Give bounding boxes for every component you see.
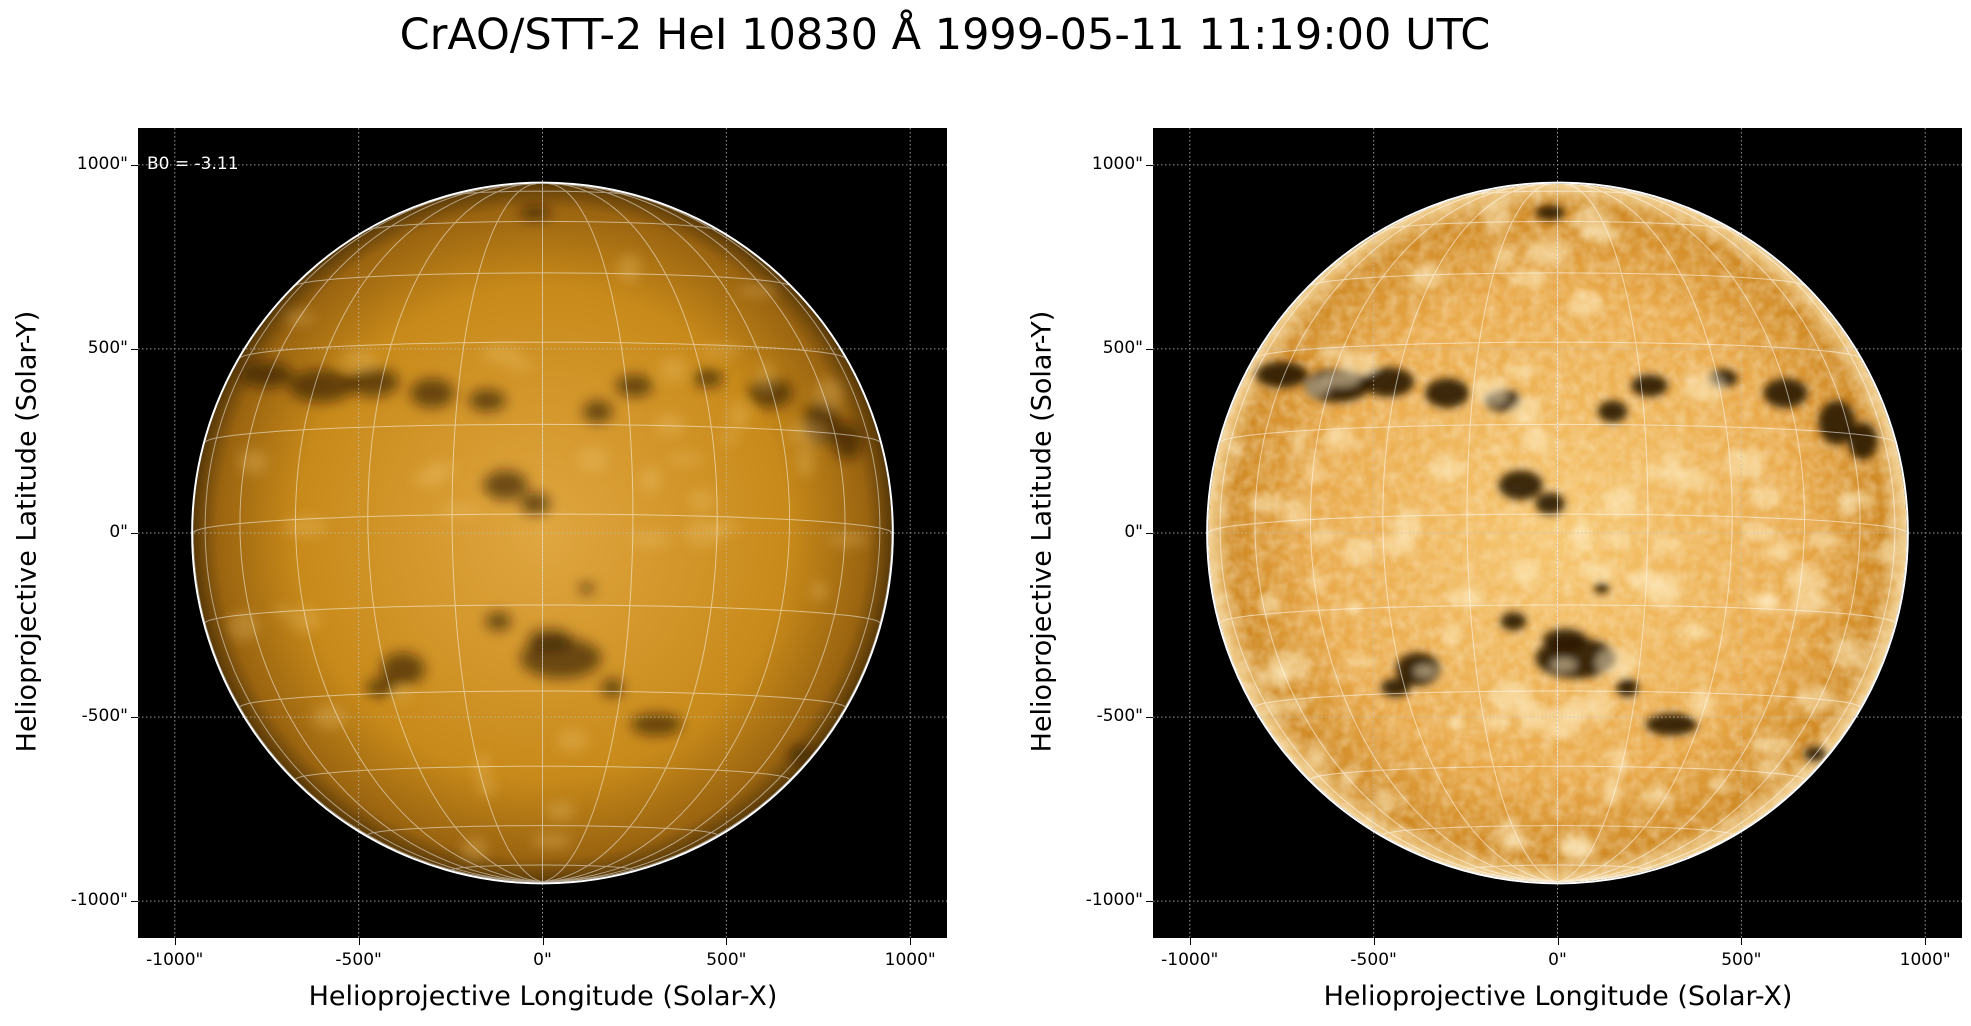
y-tick-mark [1146, 717, 1153, 719]
dark-feature [748, 378, 793, 408]
dark-feature [485, 612, 512, 631]
x-tick-mark [1189, 938, 1191, 945]
dark-feature [833, 422, 863, 460]
solar-limb [191, 181, 894, 885]
x-axis-label: Helioprojective Longitude (Solar-X) [1323, 981, 1793, 1012]
dark-feature [1498, 470, 1543, 500]
y-tick-label: -1000" [1085, 890, 1143, 911]
dark-feature [347, 367, 400, 397]
dark-feature [1631, 374, 1668, 397]
y-tick-label: -500" [1096, 706, 1143, 727]
x-tick-mark [1373, 938, 1375, 945]
x-tick-mark [726, 938, 728, 945]
solar-limb [1206, 181, 1909, 885]
y-tick-label: 0" [109, 522, 128, 542]
axis-gridlines [138, 128, 947, 938]
y-tick-mark [131, 717, 138, 719]
axes-left: B0 = -3.11 [138, 128, 947, 938]
sun-disk-image [1153, 128, 1962, 938]
dark-feature [755, 238, 786, 254]
y-tick-mark [131, 164, 138, 166]
x-tick-label: -1000" [1161, 950, 1219, 970]
y-tick-label: -500" [81, 706, 128, 727]
dark-feature [1770, 238, 1801, 254]
dark-feature [288, 369, 355, 403]
x-tick-mark [358, 938, 360, 945]
dark-feature [1803, 746, 1826, 762]
dark-feature [1535, 205, 1565, 221]
x-tick-mark [1741, 938, 1743, 945]
dark-feature [1500, 612, 1527, 631]
dark-feature [270, 783, 300, 799]
sun-disk-image [138, 128, 947, 938]
x-tick-mark [910, 938, 912, 945]
figure-title: CrAO/STT-2 HeI 10830 Å 1999-05-11 11:19:… [399, 10, 1491, 60]
y-tick-label: 500" [87, 337, 128, 358]
b0-annotation: B0 = -3.11 [147, 154, 239, 174]
x-tick-label: 0" [533, 950, 552, 970]
dark-feature [601, 678, 624, 697]
dark-feature [582, 400, 613, 423]
x-tick-label: -500" [1350, 950, 1397, 970]
y-tick-label: 1000" [1091, 153, 1143, 174]
dark-feature [693, 369, 723, 388]
dark-feature [788, 746, 811, 762]
dark-feature [1616, 678, 1639, 697]
y-tick-mark [1146, 164, 1153, 166]
x-tick-label: 1000" [884, 950, 936, 970]
dark-feature [1535, 492, 1565, 515]
y-tick-mark [1146, 348, 1153, 350]
x-tick-label: 500" [706, 950, 747, 970]
x-tick-label: -500" [335, 950, 382, 970]
axis-gridlines [1153, 128, 1962, 938]
y-tick-mark [1146, 533, 1153, 534]
x-tick-label: -1000" [146, 950, 204, 970]
dark-feature [520, 492, 550, 515]
dark-feature [468, 389, 506, 412]
dark-feature [1594, 582, 1609, 594]
dark-feature [630, 713, 683, 736]
dark-feature [520, 205, 550, 221]
y-tick-mark [131, 348, 138, 350]
dark-feature [380, 652, 425, 686]
y-tick-mark [1146, 901, 1153, 903]
dark-feature [1425, 378, 1470, 408]
dark-feature [1255, 361, 1308, 388]
dark-feature [1597, 400, 1628, 423]
dark-feature [1763, 378, 1808, 408]
dark-feature [579, 582, 594, 594]
dark-feature [483, 470, 528, 500]
x-tick-mark [1557, 938, 1559, 945]
y-tick-label: 0" [1124, 522, 1143, 542]
dark-feature [240, 361, 293, 388]
heliographic-grid [1208, 183, 1907, 883]
y-tick-label: -1000" [70, 890, 128, 911]
y-tick-mark [131, 533, 138, 534]
x-tick-mark [174, 938, 176, 945]
x-tick-mark [1925, 938, 1927, 945]
y-tick-label: 500" [1102, 337, 1143, 358]
dark-feature [616, 374, 653, 397]
axes-right [1153, 128, 1962, 938]
x-tick-mark [542, 938, 544, 945]
dark-feature [1645, 713, 1698, 736]
x-tick-label: 500" [1721, 950, 1762, 970]
dark-feature [1542, 628, 1587, 651]
dark-feature [410, 378, 455, 408]
dark-feature [1285, 783, 1315, 799]
dark-feature [527, 628, 572, 651]
x-tick-label: 0" [1548, 950, 1567, 970]
y-tick-label: 1000" [76, 153, 128, 174]
dark-feature [1848, 422, 1878, 460]
dark-feature [1362, 367, 1415, 397]
x-axis-label: Helioprojective Longitude (Solar-X) [308, 981, 778, 1012]
y-tick-mark [131, 901, 138, 903]
x-tick-label: 1000" [1899, 950, 1951, 970]
